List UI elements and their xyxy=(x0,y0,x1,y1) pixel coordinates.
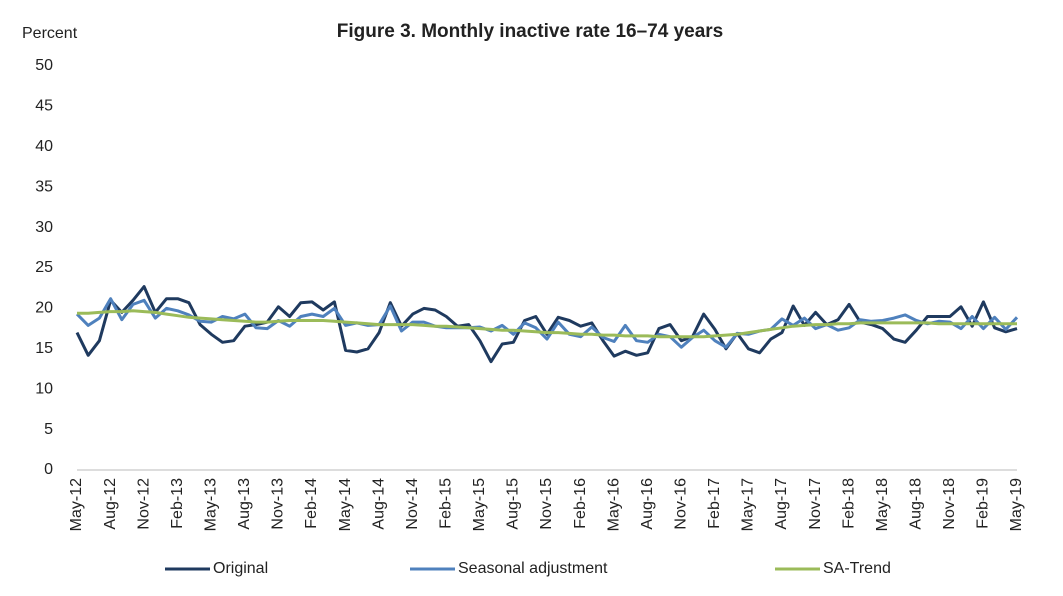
x-tick-label: May-13 xyxy=(203,478,220,531)
x-tick-label: Feb-13 xyxy=(169,478,186,529)
x-tick-label: May-17 xyxy=(740,478,757,531)
y-tick-label: 15 xyxy=(35,340,53,357)
x-tick-label: Aug-17 xyxy=(773,478,790,530)
x-tick-label: Nov-15 xyxy=(538,478,555,530)
x-tick-label: May-18 xyxy=(874,478,891,531)
x-tick-label: Aug-16 xyxy=(639,478,656,530)
x-tick-label: Aug-18 xyxy=(908,478,925,530)
y-tick-label: 35 xyxy=(35,178,53,195)
series-line xyxy=(75,297,1019,349)
y-tick-label: 25 xyxy=(35,259,53,276)
y-tick-label: 20 xyxy=(35,300,53,317)
x-tick-label: Nov-12 xyxy=(135,478,152,530)
x-tick-label: Aug-13 xyxy=(236,478,253,530)
x-tick-label: Feb-14 xyxy=(303,478,320,529)
y-tick-label: 5 xyxy=(44,421,53,438)
legend-label: Original xyxy=(213,560,268,577)
x-tick-label: Nov-14 xyxy=(404,478,421,530)
x-tick-label: Nov-18 xyxy=(941,478,958,530)
x-tick-label: May-16 xyxy=(605,478,622,531)
x-tick-label: Feb-17 xyxy=(706,478,723,529)
y-tick-label: 0 xyxy=(44,461,53,478)
chart-title: Figure 3. Monthly inactive rate 16–74 ye… xyxy=(337,21,724,42)
y-tick-label: 40 xyxy=(35,138,53,155)
y-tick-label: 45 xyxy=(35,98,53,115)
y-tick-label: 30 xyxy=(35,219,53,236)
legend-label: SA-Trend xyxy=(823,560,891,577)
x-tick-label: Feb-16 xyxy=(572,478,589,529)
x-tick-label: Aug-15 xyxy=(505,478,522,530)
x-tick-label: May-14 xyxy=(337,478,354,531)
x-tick-label: Nov-17 xyxy=(807,478,824,530)
series-line xyxy=(77,309,1017,339)
x-tick-label: May-12 xyxy=(68,478,85,531)
legend-label: Seasonal adjustment xyxy=(458,560,608,577)
x-tick-label: Feb-18 xyxy=(840,478,857,529)
x-tick-label: Feb-19 xyxy=(975,478,992,529)
y-axis-label: Percent xyxy=(22,25,78,42)
x-tick-label: Nov-13 xyxy=(270,478,287,530)
y-tick-label: 50 xyxy=(35,57,53,74)
y-tick-label: 10 xyxy=(35,380,53,397)
x-tick-label: Nov-16 xyxy=(673,478,690,530)
x-tick-label: Feb-15 xyxy=(438,478,455,529)
x-tick-label: May-19 xyxy=(1008,478,1025,531)
x-tick-label: Aug-14 xyxy=(370,478,387,530)
x-tick-label: May-15 xyxy=(471,478,488,531)
x-tick-label: Aug-12 xyxy=(102,478,119,530)
